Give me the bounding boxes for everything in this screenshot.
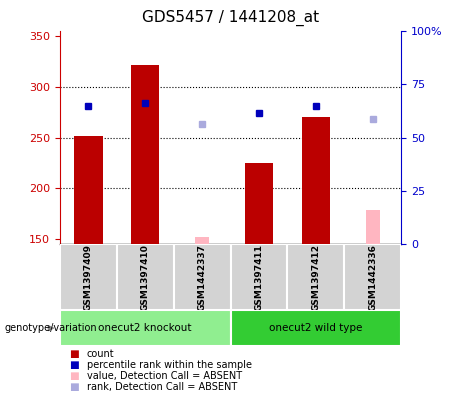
Bar <box>245 163 273 244</box>
Bar <box>174 244 230 310</box>
Text: ■: ■ <box>69 349 79 360</box>
Text: genotype/variation: genotype/variation <box>5 323 97 333</box>
Text: ■: ■ <box>69 382 79 393</box>
Bar <box>287 244 344 310</box>
Bar <box>230 244 287 310</box>
Text: rank, Detection Call = ABSENT: rank, Detection Call = ABSENT <box>87 382 237 393</box>
Text: onecut2 wild type: onecut2 wild type <box>269 323 362 333</box>
Text: GSM1397410: GSM1397410 <box>141 244 150 310</box>
Bar <box>131 65 160 244</box>
Bar <box>195 237 209 244</box>
Bar <box>60 244 117 310</box>
Text: count: count <box>87 349 114 360</box>
Bar <box>301 118 330 244</box>
Text: percentile rank within the sample: percentile rank within the sample <box>87 360 252 371</box>
Bar <box>74 136 102 244</box>
Bar <box>366 210 380 244</box>
Text: onecut2 knockout: onecut2 knockout <box>99 323 192 333</box>
Text: ■: ■ <box>69 371 79 382</box>
Bar <box>60 310 230 346</box>
Text: GSM1442336: GSM1442336 <box>368 244 377 310</box>
Text: ■: ■ <box>69 360 79 371</box>
Bar <box>344 244 401 310</box>
Text: GSM1397412: GSM1397412 <box>311 244 320 310</box>
Bar <box>230 310 401 346</box>
Text: GDS5457 / 1441208_at: GDS5457 / 1441208_at <box>142 10 319 26</box>
Text: GSM1397411: GSM1397411 <box>254 244 263 310</box>
Bar <box>117 244 174 310</box>
Text: GSM1442337: GSM1442337 <box>198 244 207 310</box>
Text: value, Detection Call = ABSENT: value, Detection Call = ABSENT <box>87 371 242 382</box>
Text: GSM1397409: GSM1397409 <box>84 244 93 310</box>
